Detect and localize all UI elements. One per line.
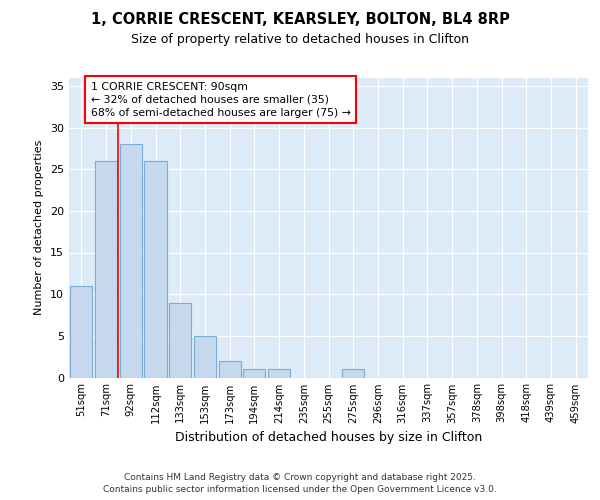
Bar xyxy=(194,336,216,378)
Bar xyxy=(119,144,142,378)
Text: Contains HM Land Registry data © Crown copyright and database right 2025.
Contai: Contains HM Land Registry data © Crown c… xyxy=(103,472,497,494)
Bar xyxy=(243,369,265,378)
Bar xyxy=(342,369,364,378)
Bar xyxy=(169,302,191,378)
Bar xyxy=(95,161,117,378)
X-axis label: Distribution of detached houses by size in Clifton: Distribution of detached houses by size … xyxy=(175,431,482,444)
Text: 1 CORRIE CRESCENT: 90sqm
← 32% of detached houses are smaller (35)
68% of semi-d: 1 CORRIE CRESCENT: 90sqm ← 32% of detach… xyxy=(91,82,350,118)
Text: 1, CORRIE CRESCENT, KEARSLEY, BOLTON, BL4 8RP: 1, CORRIE CRESCENT, KEARSLEY, BOLTON, BL… xyxy=(91,12,509,28)
Bar xyxy=(268,369,290,378)
Bar xyxy=(70,286,92,378)
Bar xyxy=(218,361,241,378)
Bar xyxy=(145,161,167,378)
Text: Size of property relative to detached houses in Clifton: Size of property relative to detached ho… xyxy=(131,32,469,46)
Y-axis label: Number of detached properties: Number of detached properties xyxy=(34,140,44,315)
